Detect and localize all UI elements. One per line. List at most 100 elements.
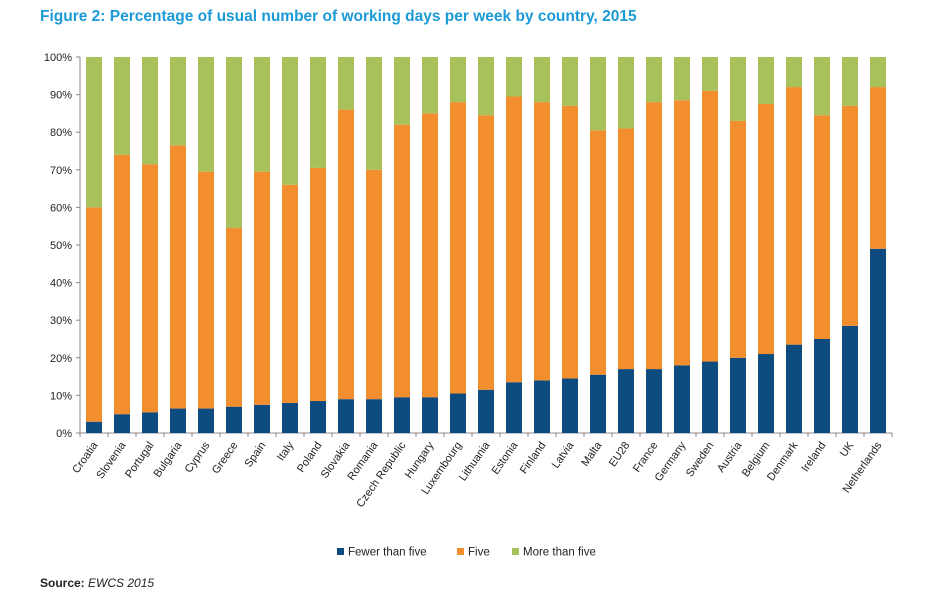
x-category-label: EU28 (607, 440, 633, 469)
bar-fewer-than-five-uk (842, 325, 858, 433)
bar-five-finland (534, 102, 550, 381)
bar-fewer-than-five-latvia (562, 378, 578, 433)
bar-five-croatia (86, 207, 102, 422)
bar-five-austria (730, 120, 746, 358)
bar-more-than-five-denmark (786, 57, 802, 88)
bar-fewer-than-five-denmark (786, 344, 802, 433)
bar-five-italy (282, 184, 298, 403)
legend-label: Five (468, 547, 490, 559)
bar-five-malta (590, 130, 606, 375)
bar-more-than-five-germany (674, 57, 690, 101)
y-tick-label: 0% (56, 428, 72, 440)
bar-five-sweden (702, 90, 718, 362)
bar-more-than-five-luxembourg (450, 57, 466, 103)
bar-fewer-than-five-finland (534, 380, 550, 433)
bar-more-than-five-poland (310, 57, 326, 168)
x-category-label: Estonia (490, 439, 521, 477)
x-category-label: Latvia (550, 439, 577, 471)
y-tick-label: 60% (50, 202, 72, 214)
bar-more-than-five-latvia (562, 57, 578, 106)
bar-more-than-five-hungary (422, 57, 438, 114)
x-category-label: Greece (210, 440, 241, 476)
legend-swatch (512, 548, 519, 555)
bar-fewer-than-five-luxembourg (450, 393, 466, 433)
bar-more-than-five-ireland (814, 57, 830, 116)
bar-five-slovakia (338, 109, 354, 400)
bar-five-luxembourg (450, 102, 466, 394)
bar-five-portugal (142, 164, 158, 413)
bar-fewer-than-five-ireland (814, 339, 830, 433)
bar-more-than-five-estonia (506, 57, 522, 97)
y-tick-label: 70% (50, 165, 72, 177)
y-tick-label: 40% (50, 278, 72, 290)
bar-fewer-than-five-belgium (758, 354, 774, 433)
chart-axes: 0% 10% 20% 30% 40% 50% 60% 70% 80% 90% 100% (44, 52, 893, 440)
bar-five-bulgaria (170, 145, 186, 409)
source-label: Source: (40, 576, 85, 590)
bar-more-than-five-cyprus (198, 57, 214, 172)
bar-more-than-five-italy (282, 57, 298, 185)
bar-fewer-than-five-malta (590, 374, 606, 433)
bar-fewer-than-five-netherlands (870, 248, 886, 433)
bar-more-than-five-eu28 (618, 57, 634, 129)
y-tick-label: 20% (50, 353, 72, 365)
x-category-label: Italy (275, 439, 297, 463)
bar-more-than-five-netherlands (870, 57, 886, 88)
x-category-label: Ireland (799, 440, 828, 474)
bar-fewer-than-five-france (646, 369, 662, 433)
bar-more-than-five-uk (842, 57, 858, 106)
bar-more-than-five-greece (226, 57, 242, 229)
bar-fewer-than-five-czech-republic (394, 397, 410, 433)
bar-more-than-five-slovakia (338, 57, 354, 110)
source-note: Source: EWCS 2015 (40, 576, 154, 590)
bar-five-uk (842, 105, 858, 326)
x-category-label: UK (838, 439, 857, 459)
bar-fewer-than-five-sweden (702, 361, 718, 433)
bar-more-than-five-bulgaria (170, 57, 186, 146)
bar-five-hungary (422, 113, 438, 398)
source-value: EWCS 2015 (88, 576, 155, 590)
bar-five-france (646, 102, 662, 370)
bar-more-than-five-croatia (86, 57, 102, 208)
x-axis-labels: CroatiaSloveniaPortugalBulgariaCyprusGre… (70, 439, 884, 510)
bar-fewer-than-five-eu28 (618, 369, 634, 433)
x-category-label: Sweden (684, 440, 717, 479)
bar-fewer-than-five-spain (254, 404, 270, 433)
bar-more-than-five-lithuania (478, 57, 494, 116)
bar-five-slovenia (114, 154, 130, 415)
bar-fewer-than-five-austria (730, 357, 746, 433)
y-tick-label: 80% (50, 127, 72, 139)
x-category-label: Spain (242, 440, 268, 470)
bar-five-denmark (786, 87, 802, 345)
bar-fewer-than-five-romania (366, 399, 382, 433)
x-category-label: Cyprus (183, 439, 213, 475)
bar-more-than-five-spain (254, 57, 270, 172)
bar-fewer-than-five-lithuania (478, 389, 494, 433)
bar-fewer-than-five-slovenia (114, 414, 130, 433)
legend-label: More than five (523, 547, 596, 559)
bar-fewer-than-five-cyprus (198, 408, 214, 433)
bar-five-lithuania (478, 115, 494, 390)
x-category-label: Finland (518, 440, 549, 476)
bar-more-than-five-malta (590, 57, 606, 131)
y-tick-label: 10% (50, 390, 72, 402)
bar-fewer-than-five-estonia (506, 382, 522, 433)
bar-more-than-five-france (646, 57, 662, 103)
bar-five-poland (310, 167, 326, 402)
bar-fewer-than-five-hungary (422, 397, 438, 433)
x-category-label: Austria (715, 439, 745, 475)
bar-five-greece (226, 228, 242, 407)
bar-five-eu28 (618, 128, 634, 370)
bar-more-than-five-portugal (142, 57, 158, 165)
x-category-label: Poland (295, 440, 324, 475)
bar-five-spain (254, 171, 270, 405)
bar-more-than-five-sweden (702, 57, 718, 91)
bar-five-cyprus (198, 171, 214, 409)
legend-swatch (457, 548, 464, 555)
x-category-label: Bulgaria (151, 439, 184, 480)
bar-more-than-five-slovenia (114, 57, 130, 155)
y-tick-label: 100% (44, 52, 72, 64)
bar-more-than-five-romania (366, 57, 382, 170)
bar-five-estonia (506, 96, 522, 383)
x-category-label: France (631, 440, 660, 475)
